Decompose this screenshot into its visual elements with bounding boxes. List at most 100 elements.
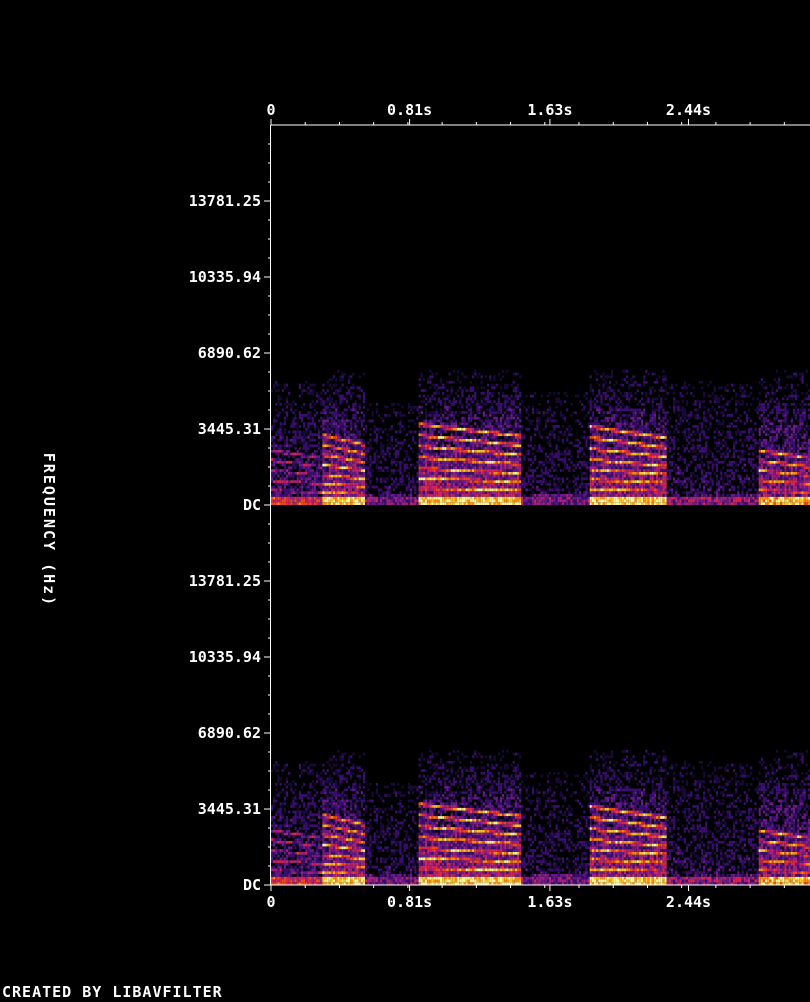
spectrogram-cell (559, 477, 562, 481)
spectrogram-cell (273, 502, 276, 505)
spectrogram-cell (397, 422, 400, 426)
spectrogram-cell (343, 372, 346, 376)
spectrogram-cell (294, 447, 297, 450)
spectrogram-cell (489, 430, 492, 434)
spectrogram-cell (452, 482, 455, 486)
spectrogram-cell (566, 447, 569, 450)
spectrogram-cell (634, 458, 637, 461)
spectrogram-cell (418, 411, 421, 415)
spectrogram-cell (480, 460, 483, 464)
spectrogram-cell (271, 499, 274, 503)
spectrogram-cell (433, 416, 436, 420)
spectrogram-cell (454, 425, 458, 428)
spectrogram-cell (549, 482, 552, 486)
spectrogram-cell (358, 430, 361, 434)
spectrogram-cell (420, 458, 423, 461)
spectrogram-cell (352, 416, 355, 420)
spectrogram-cell (497, 477, 500, 481)
spectrogram-cell (544, 411, 547, 415)
spectrogram-cell (407, 482, 411, 486)
spectrogram-cell (360, 491, 363, 494)
spectrogram-cell (593, 449, 597, 453)
spectrogram-cell (604, 460, 607, 464)
spectrogram-cell (472, 471, 475, 475)
spectrogram-cell (350, 394, 353, 398)
spectrogram-cell (369, 499, 372, 503)
spectrogram-cell (472, 411, 475, 415)
spectrogram-cell (529, 405, 532, 409)
spectrogram-cell (437, 452, 440, 456)
spectrogram-cell (420, 375, 423, 379)
spectrogram-cell (510, 447, 513, 450)
spectrogram-cell (529, 474, 532, 478)
spectrogram-cell (568, 480, 571, 483)
spectrogram-cell (467, 419, 470, 423)
spectrogram-cell (469, 386, 473, 390)
spectrogram-cell (348, 474, 351, 478)
spectrogram-cell (630, 493, 633, 497)
spectrogram-cell (499, 491, 502, 494)
spectrogram-cell (491, 438, 494, 442)
spectrogram-cell (465, 466, 468, 470)
spectrogram-cell (345, 436, 348, 439)
spectrogram-cell (420, 463, 423, 467)
spectrogram-cell (429, 480, 432, 483)
spectrogram-cell (615, 400, 618, 403)
spectrogram-cell (491, 449, 494, 453)
spectrogram-cell (495, 447, 498, 450)
spectrogram-cell (330, 466, 334, 470)
spectrogram-cell (275, 460, 278, 464)
spectrogram-cell (459, 438, 462, 442)
spectrogram-cell (527, 496, 530, 500)
spectrogram-cell (619, 460, 622, 464)
spectrogram-cell (446, 436, 449, 439)
spectrogram-cell (341, 441, 344, 445)
spectrogram-cell (322, 433, 325, 437)
spectrogram-cell (382, 444, 385, 448)
spectrogram-cell (519, 411, 522, 415)
spectrogram-cell (273, 496, 276, 500)
spectrogram-cell (318, 499, 321, 503)
spectrogram-cell (529, 502, 532, 505)
spectrogram-cell (546, 469, 550, 472)
spectrogram-cell (429, 460, 432, 464)
spectrogram-cell (315, 400, 319, 403)
spectrogram-cell (307, 444, 310, 448)
spectrogram-cell (315, 394, 319, 398)
spectrogram-cell (484, 474, 488, 478)
spectrogram-cell (568, 444, 571, 448)
spectrogram-cell (439, 436, 443, 439)
spectrogram-cell (298, 488, 301, 492)
spectrogram-cell (628, 469, 631, 472)
spectrogram-cell (508, 474, 511, 478)
spectrogram-cell (491, 469, 494, 472)
spectrogram-cell (504, 466, 507, 470)
spectrogram-cell (322, 441, 325, 445)
spectrogram-cell (410, 408, 413, 412)
spectrogram-cell (309, 391, 312, 395)
spectrogram-cell (630, 391, 633, 395)
spectrogram-cell (399, 471, 402, 475)
spectrogram-cell (429, 397, 432, 401)
spectrogram-cell (373, 425, 376, 428)
spectrogram-cell (576, 452, 579, 456)
spectrogram-cell (356, 460, 359, 464)
spectrogram-cell (484, 397, 488, 401)
spectrogram-cell (615, 414, 618, 417)
spectrogram-cell (623, 433, 627, 437)
spectrogram-cell (328, 488, 331, 492)
spectrogram-cell (482, 499, 485, 503)
spectrogram-cell (504, 397, 507, 401)
spectrogram-cell (435, 458, 438, 461)
spectrogram-cell (628, 488, 631, 492)
spectrogram-cell (324, 441, 327, 445)
spectrogram-cell (585, 474, 588, 478)
spectrogram-cell (412, 496, 415, 500)
spectrogram-cell (514, 493, 517, 497)
spectrogram-cell (583, 394, 586, 398)
spectrogram-cell (354, 485, 357, 489)
spectrogram-cell (335, 391, 338, 395)
spectrogram-cell (516, 372, 520, 376)
spectrogram-cell (555, 455, 558, 459)
spectrogram-cell (318, 394, 321, 398)
